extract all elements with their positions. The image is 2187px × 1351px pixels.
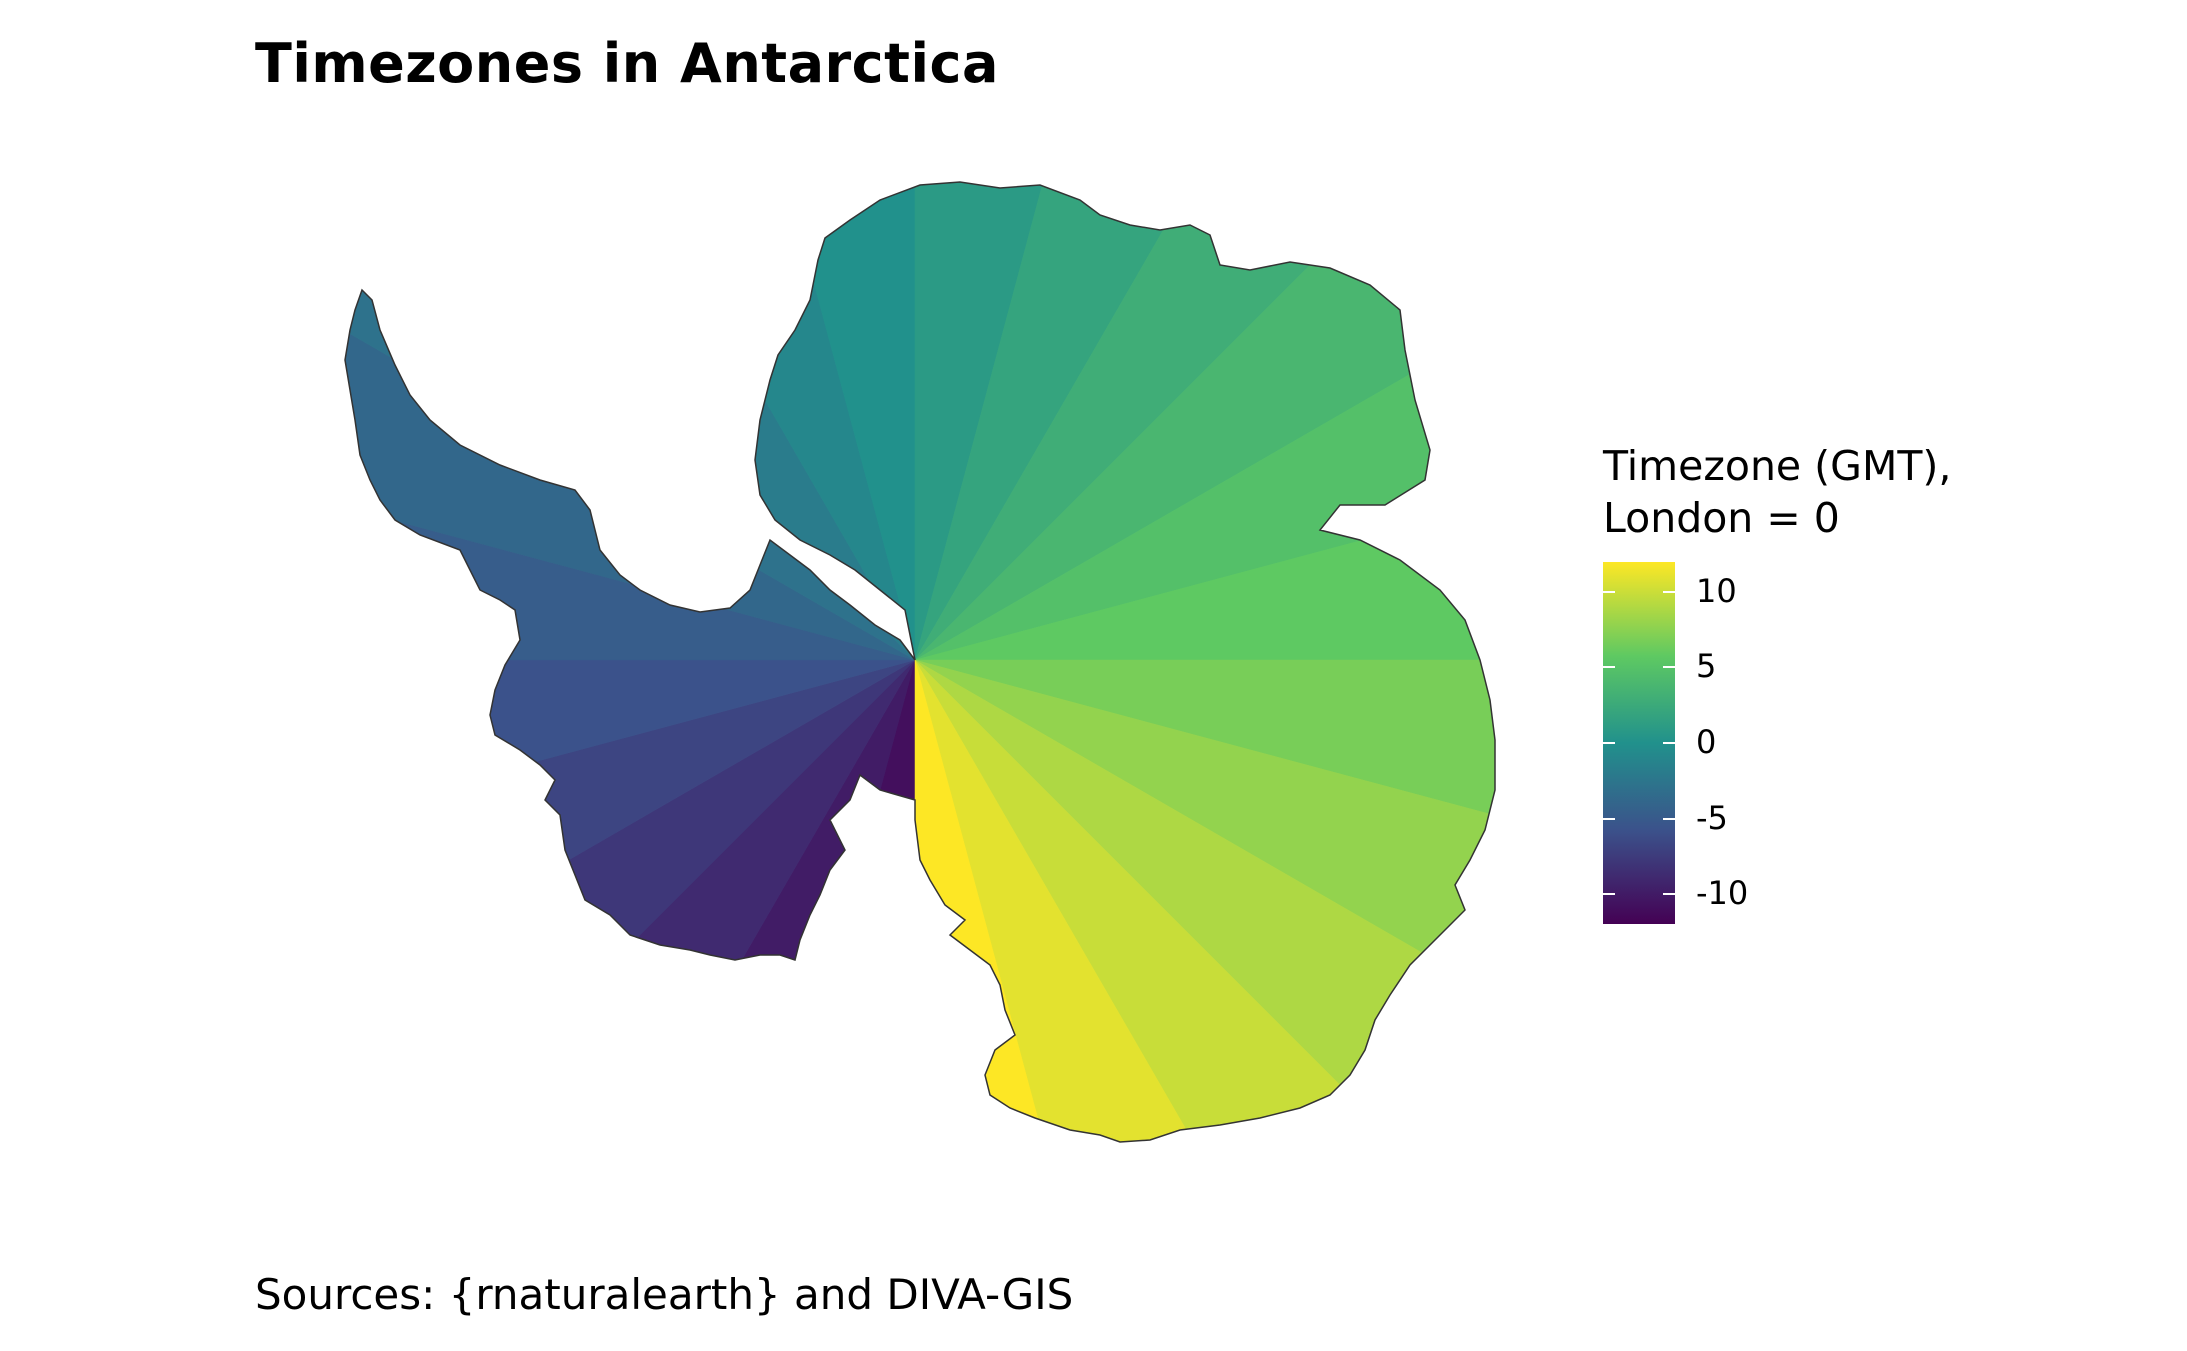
legend-tick-mark xyxy=(1663,818,1675,820)
map-caption: Sources: {rnaturalearth} and DIVA-GIS xyxy=(255,1270,1074,1319)
legend-tick-mark xyxy=(1663,591,1675,593)
legend-tick-label: 5 xyxy=(1696,647,1717,685)
legend-tick-mark xyxy=(1663,742,1675,744)
legend-tick-mark xyxy=(1663,666,1675,668)
legend-tick-label: 0 xyxy=(1696,723,1717,761)
timezone-sector xyxy=(345,659,916,1142)
legend-tick-mark xyxy=(1603,666,1615,668)
timezone-sector xyxy=(345,297,916,661)
timezone-sector xyxy=(345,659,916,1023)
timezone-sector xyxy=(914,182,1495,661)
timezone-sector xyxy=(914,182,1495,661)
legend-tick-mark xyxy=(1663,893,1675,895)
legend-title: Timezone (GMT), London = 0 xyxy=(1603,440,1951,544)
timezone-sector xyxy=(914,659,1495,1142)
timezone-sector xyxy=(914,659,1495,1023)
timezone-sector xyxy=(914,182,1495,661)
legend-tick-label: 10 xyxy=(1696,572,1737,610)
timezone-sector xyxy=(914,182,1278,661)
legend-tick-label: -5 xyxy=(1696,799,1728,837)
legend-colorbar xyxy=(1603,562,1675,924)
timezone-sector xyxy=(345,182,916,661)
timezone-sector xyxy=(552,182,916,661)
timezone-sector xyxy=(914,297,1495,661)
legend-tick-mark xyxy=(1603,818,1615,820)
map-title: Timezones in Antarctica xyxy=(255,32,999,95)
timezone-sector xyxy=(914,659,1495,1142)
timezone-sector xyxy=(914,659,1495,1142)
legend-title-line1: Timezone (GMT), xyxy=(1603,442,1952,490)
legend-tick-mark xyxy=(1603,591,1615,593)
timezone-sector xyxy=(914,182,1495,661)
timezone-sector xyxy=(914,659,1495,1142)
legend-title-line2: London = 0 xyxy=(1603,494,1840,542)
legend-tick-mark xyxy=(1603,742,1615,744)
legend-tick-label: -10 xyxy=(1696,874,1749,912)
legend-tick-mark xyxy=(1603,893,1615,895)
timezone-sector xyxy=(345,659,916,1142)
